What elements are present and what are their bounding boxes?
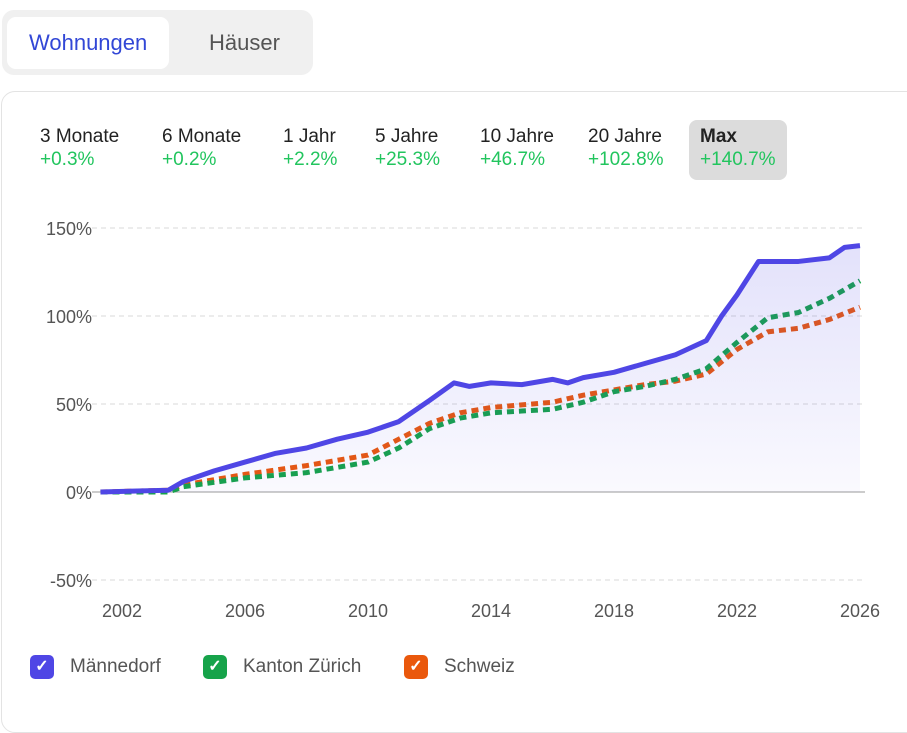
price-index-chart: -50% 0% 50% 100% 150% 2002 2006 2010 2014 2018 202…: [46, 219, 880, 621]
period-change: +0.2%: [162, 149, 217, 170]
legend-label: Kanton Zürich: [243, 656, 362, 677]
period-change: +2.2%: [283, 149, 338, 170]
legend-toggle-männedorf[interactable]: ✓ Männedorf: [30, 655, 161, 679]
period-button-6-monate[interactable]: 6 Monate +0.2%: [151, 120, 252, 180]
x-tick-label: 2006: [225, 601, 265, 621]
period-label: 10 Jahre: [480, 126, 554, 147]
property-type-tabs: Wohnungen Häuser: [2, 10, 313, 75]
x-tick-label: 2002: [102, 601, 142, 621]
period-label: Max: [700, 126, 737, 147]
x-tick-label: 2022: [717, 601, 757, 621]
legend-toggle-schweiz[interactable]: ✓ Schweiz: [404, 655, 515, 679]
x-tick-label: 2014: [471, 601, 511, 621]
period-change: +0.3%: [40, 149, 95, 170]
y-tick-label: 100%: [46, 307, 92, 327]
period-label: 3 Monate: [40, 126, 120, 147]
period-button-10-jahre[interactable]: 10 Jahre +46.7%: [469, 120, 565, 180]
period-change: +25.3%: [375, 149, 440, 170]
period-label: 20 Jahre: [588, 126, 662, 147]
period-button-5-jahre[interactable]: 5 Jahre +25.3%: [364, 120, 451, 180]
tab-wohnungen[interactable]: Wohnungen: [7, 17, 170, 69]
tab-haeuser[interactable]: Häuser: [209, 30, 280, 55]
checkbox-checked-icon[interactable]: ✓: [404, 655, 428, 679]
checkbox-checked-icon[interactable]: ✓: [30, 655, 54, 679]
y-tick-label: 150%: [46, 219, 92, 239]
period-change: +140.7%: [700, 149, 776, 170]
y-tick-label: 50%: [56, 395, 92, 415]
y-tick-label: -50%: [50, 571, 92, 591]
series-line-männedorf: [100, 243, 861, 495]
legend-label: Schweiz: [444, 656, 515, 677]
period-change: +46.7%: [480, 149, 545, 170]
period-button-20-jahre[interactable]: 20 Jahre +102.8%: [577, 120, 675, 180]
legend-toggle-kanton-zürich[interactable]: ✓ Kanton Zürich: [203, 655, 361, 679]
period-button-max[interactable]: Max +140.7%: [689, 120, 787, 180]
legend-label: Männedorf: [70, 656, 161, 677]
period-change: +102.8%: [588, 149, 664, 170]
period-label: 6 Monate: [162, 126, 242, 147]
x-tick-label: 2010: [348, 601, 388, 621]
period-button-1-jahr[interactable]: 1 Jahr +2.2%: [272, 120, 348, 180]
x-tick-label: 2018: [594, 601, 634, 621]
area-fill-männedorf: [100, 245, 861, 492]
x-tick-label: 2026: [840, 601, 880, 621]
period-button-3-monate[interactable]: 3 Monate +0.3%: [29, 120, 130, 180]
checkbox-checked-icon[interactable]: ✓: [203, 655, 227, 679]
y-tick-label: 0%: [66, 483, 92, 503]
period-label: 5 Jahre: [375, 126, 439, 147]
period-label: 1 Jahr: [283, 126, 336, 147]
